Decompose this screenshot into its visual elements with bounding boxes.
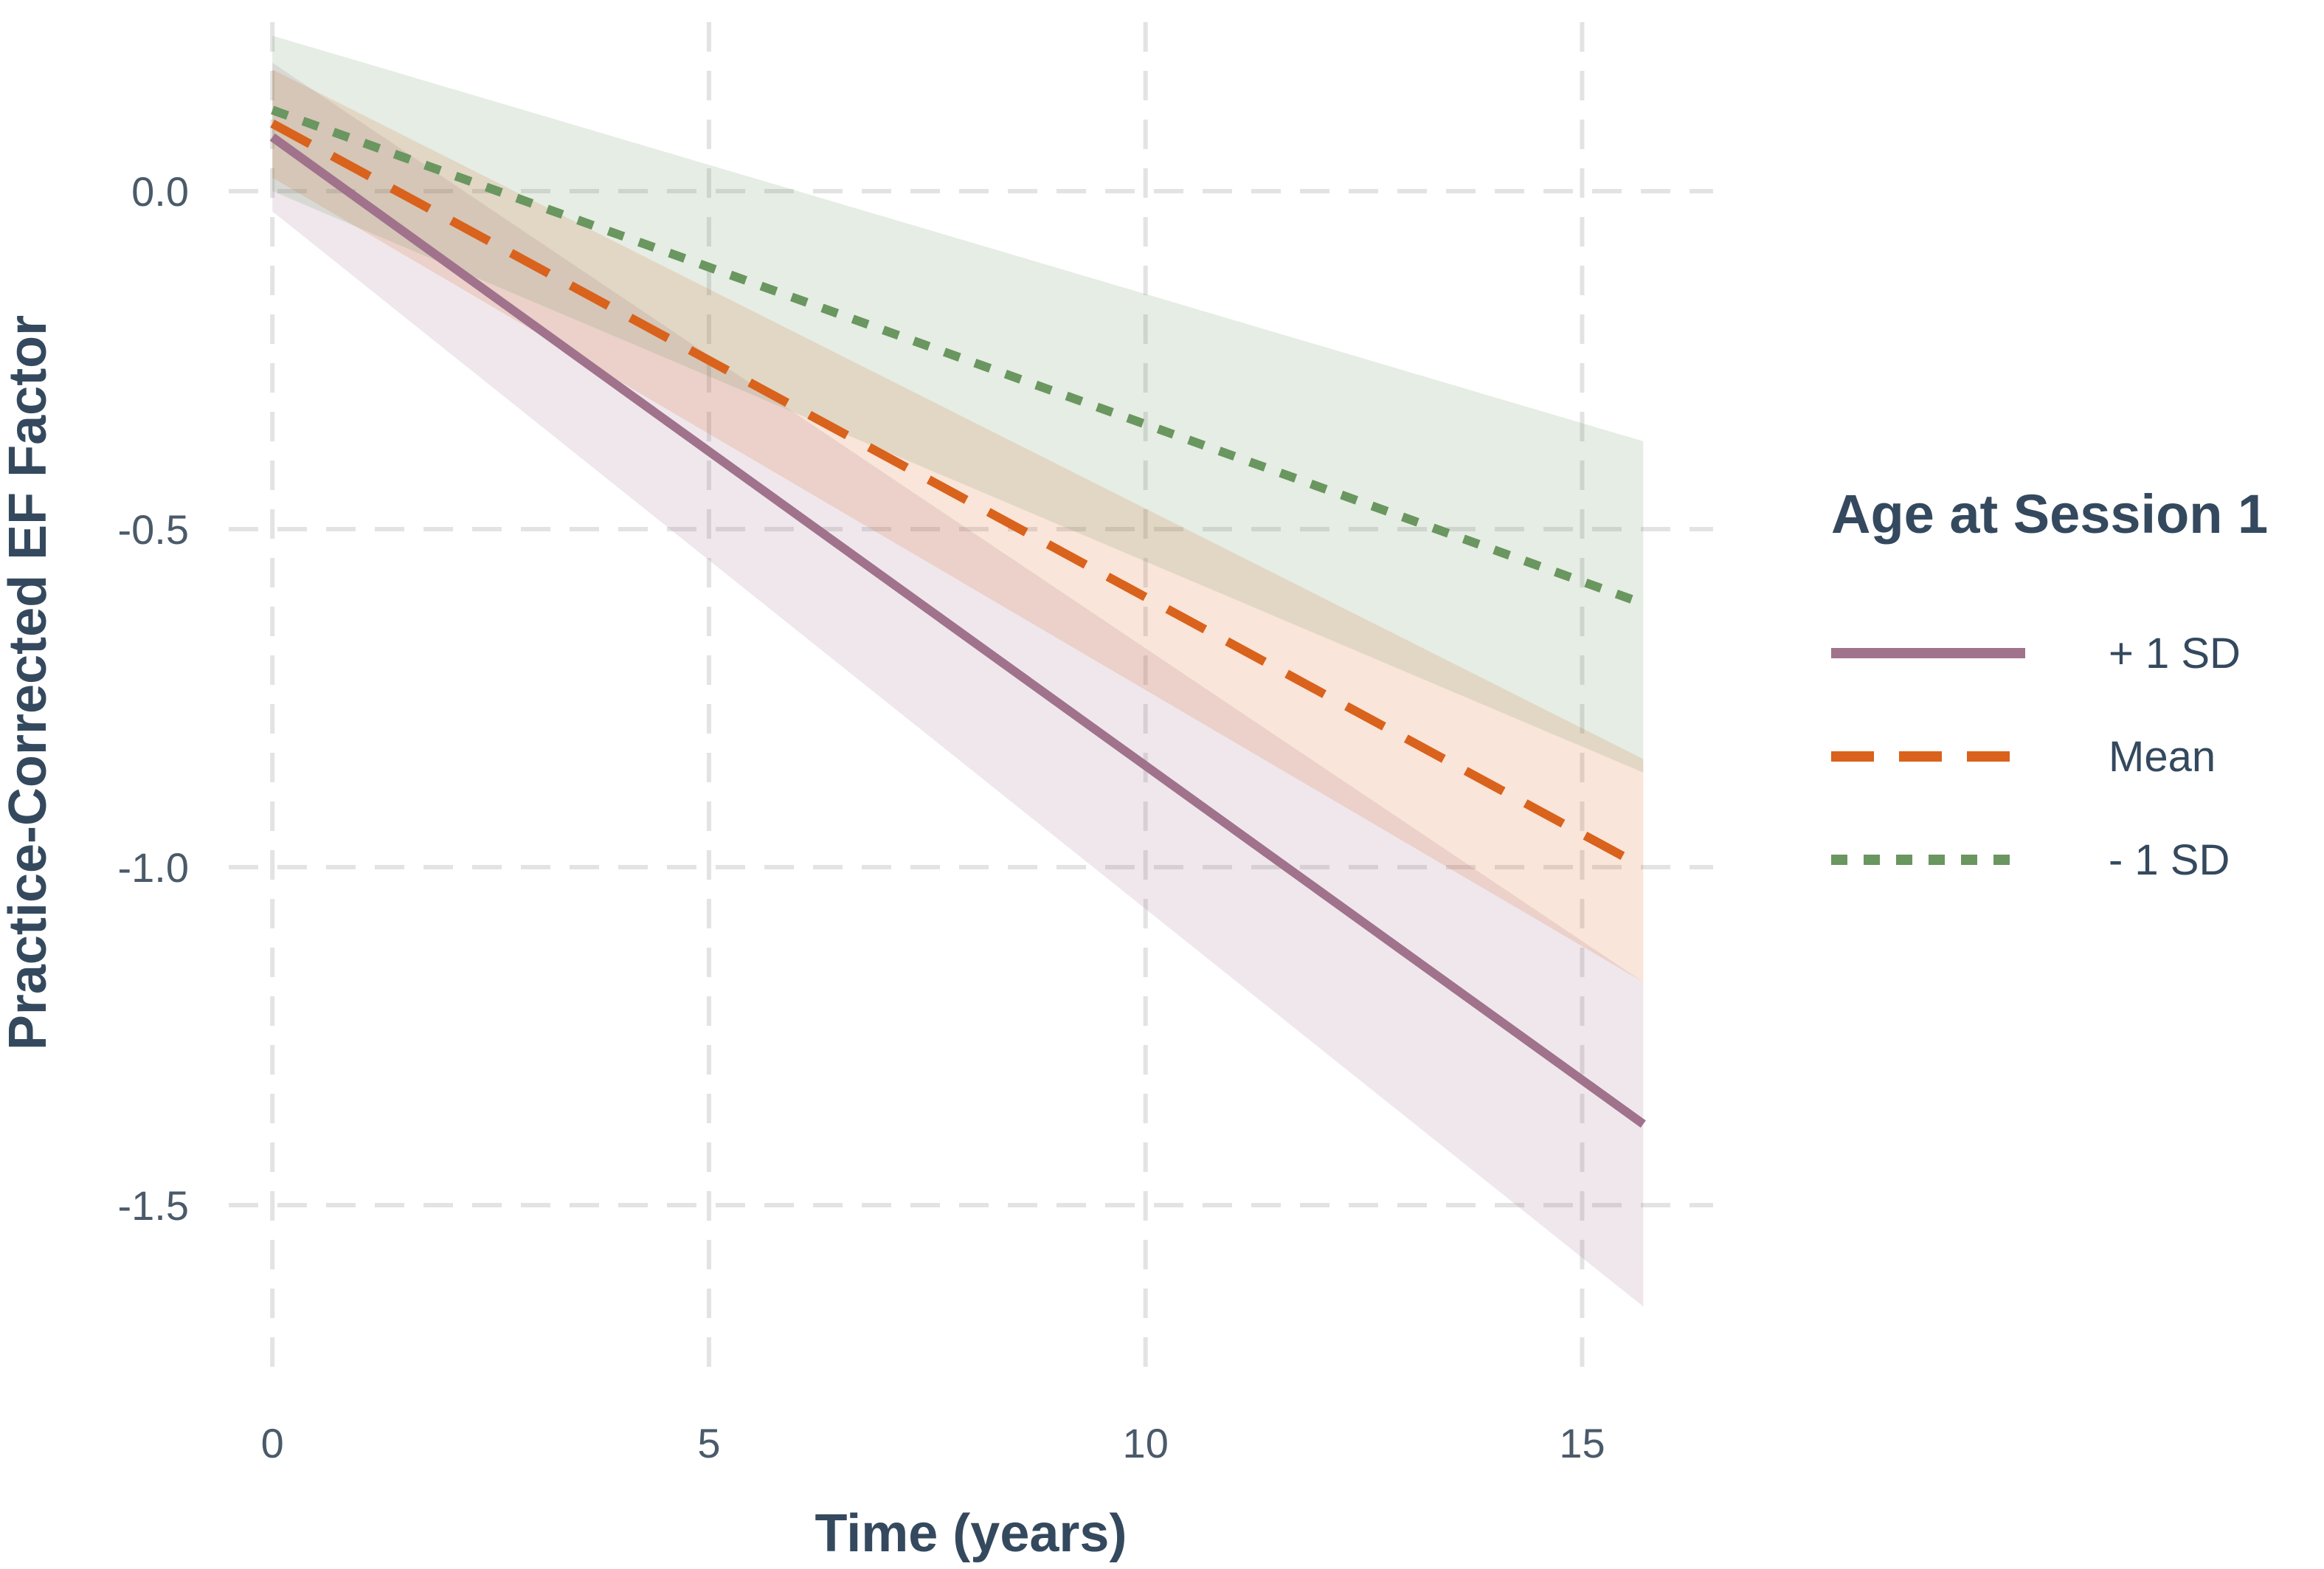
x-tick-label-2: 10: [1123, 1420, 1169, 1466]
x-tick-label-0: 0: [261, 1420, 284, 1466]
y-axis-title: Practice-Corrected EF Factor: [0, 315, 58, 1050]
series-line-2: [271, 106, 1645, 608]
grid: [229, 22, 1713, 1374]
y-tick-label-1: -0.5: [118, 506, 190, 553]
confidence-bands: [272, 35, 1644, 1307]
legend-title: Age at Session 1: [1831, 483, 2268, 545]
y-tick-label-2: -1.0: [118, 844, 190, 891]
legend-label-2: - 1 SD: [2109, 836, 2230, 884]
legend: Age at Session 1 + 1 SD Mean - 1 SD: [1831, 483, 2268, 884]
legend-label-1: Mean: [2109, 733, 2216, 781]
y-tick-label-3: -1.5: [118, 1182, 190, 1229]
ci-band-1: [272, 69, 1644, 982]
x-tick-label-3: 15: [1559, 1420, 1605, 1466]
x-axis-title: Time (years): [815, 1504, 1127, 1563]
ci-band-2: [272, 35, 1644, 773]
y-tick-labels: 0.0 -0.5 -1.0 -1.5: [118, 168, 190, 1229]
series-lines: [269, 106, 1646, 1128]
x-tick-label-1: 5: [697, 1420, 720, 1466]
series-line-1: [270, 120, 1646, 872]
series-line-0: [269, 133, 1646, 1128]
y-tick-label-0: 0.0: [131, 168, 189, 215]
x-tick-labels: 0 5 10 15: [261, 1420, 1605, 1466]
legend-label-0: + 1 SD: [2109, 630, 2241, 677]
ci-band-0: [272, 62, 1644, 1307]
